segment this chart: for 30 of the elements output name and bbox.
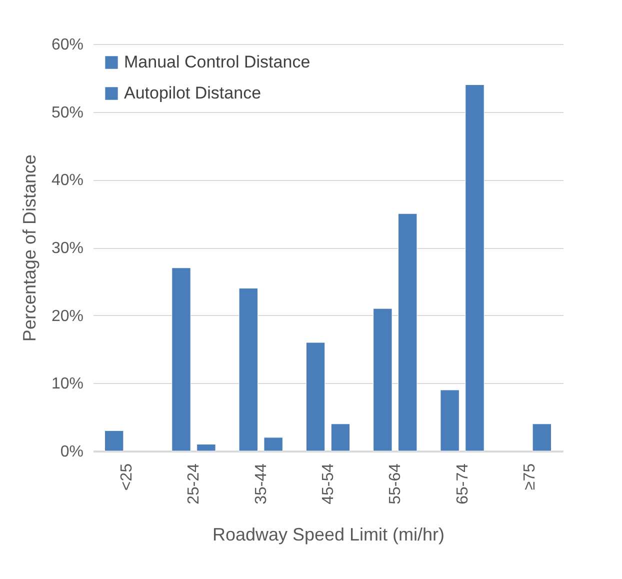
bar: [172, 268, 191, 452]
bar: [196, 444, 216, 452]
y-tick-label: 10%: [51, 376, 84, 393]
x-tick-label: 45-54: [320, 463, 337, 504]
bar: [440, 390, 460, 452]
x-tick-label: 65-74: [454, 463, 472, 504]
bar: [465, 84, 484, 452]
y-tick-label: 40%: [51, 172, 84, 190]
x-axis-title: Roadway Speed Limit (mi/hr): [212, 524, 445, 544]
bar: [532, 424, 552, 452]
x-tick-label: ≥75: [521, 463, 538, 490]
bar: [306, 342, 326, 452]
bar: [104, 430, 124, 452]
y-tick-label: 30%: [51, 240, 84, 257]
bar: [373, 308, 392, 452]
legend-label: Manual Control Distance: [124, 52, 310, 72]
y-tick-label: 50%: [51, 104, 84, 122]
y-tick-label: 60%: [51, 36, 84, 54]
y-tick-label: 20%: [51, 308, 84, 325]
x-tick-label: 25-24: [186, 463, 203, 504]
bar: [238, 288, 258, 452]
bar: [264, 437, 283, 452]
y-tick-label: 0%: [60, 444, 84, 460]
x-tick-label: <25: [118, 463, 136, 491]
bar: [398, 213, 418, 452]
legend-label: Autopilot Distance: [124, 84, 262, 102]
bar: [330, 424, 350, 452]
x-tick-label: 35-44: [252, 463, 270, 504]
x-tick-label: 55-64: [387, 463, 404, 504]
y-axis-title: Percentage of Distance: [19, 154, 40, 342]
